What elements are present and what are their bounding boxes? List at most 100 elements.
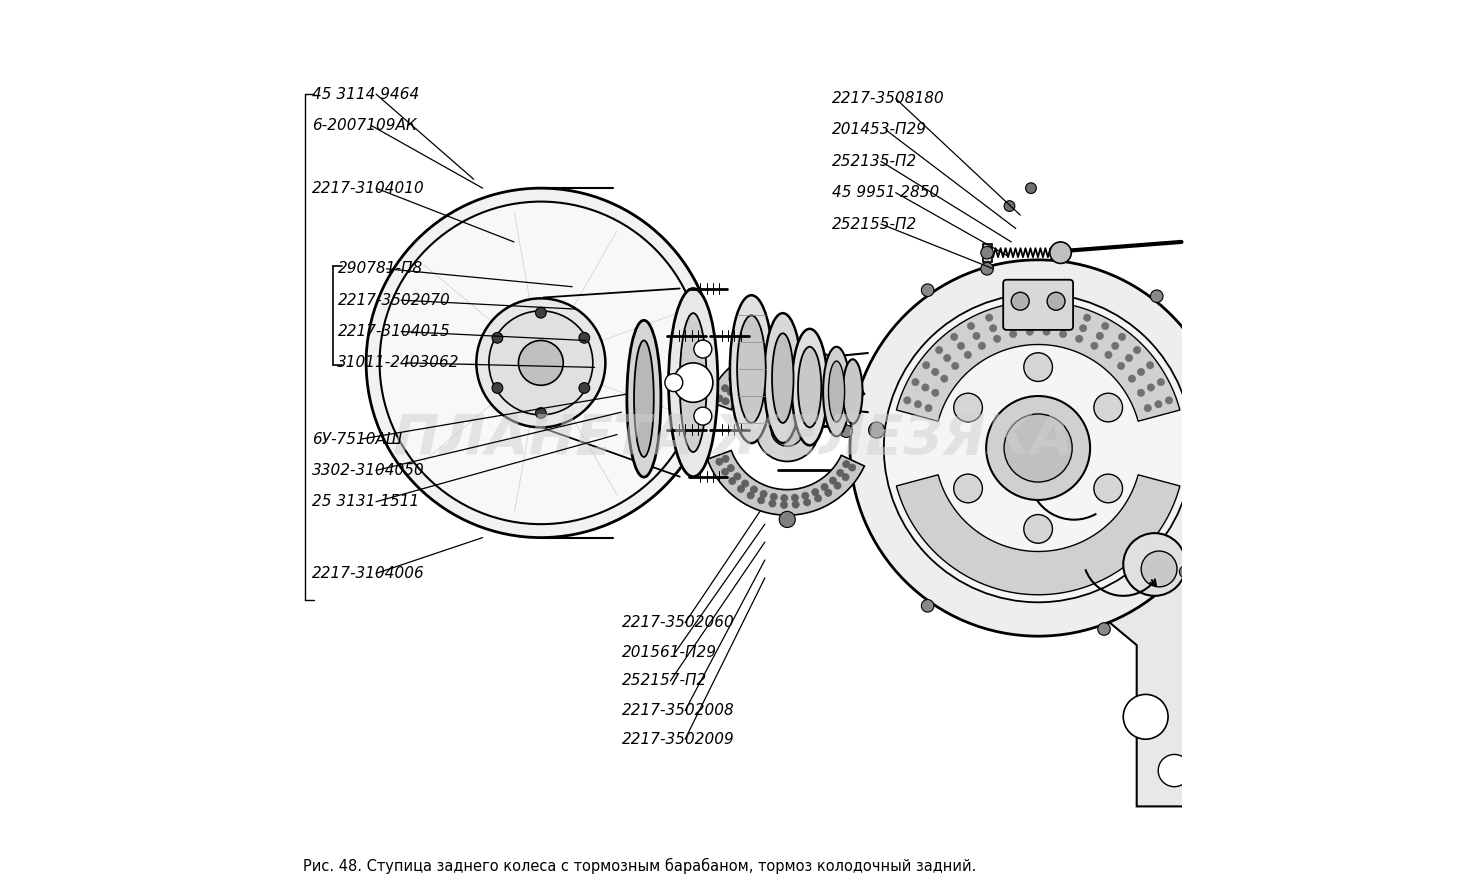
Text: 252155-П2: 252155-П2: [832, 217, 917, 231]
Text: 2217-3104015: 2217-3104015: [337, 324, 450, 339]
Circle shape: [1025, 317, 1033, 324]
Text: 2217-3502070: 2217-3502070: [337, 293, 450, 307]
Circle shape: [829, 477, 836, 484]
Circle shape: [1050, 242, 1071, 263]
Text: 2217-3502009: 2217-3502009: [622, 732, 735, 746]
Text: 201453-П29: 201453-П29: [832, 123, 927, 137]
Text: 45 9951 2850: 45 9951 2850: [832, 185, 939, 200]
Circle shape: [734, 473, 741, 480]
Circle shape: [824, 489, 832, 496]
Ellipse shape: [679, 314, 707, 452]
Circle shape: [954, 393, 983, 422]
Ellipse shape: [669, 289, 717, 477]
Circle shape: [780, 358, 788, 366]
Circle shape: [1223, 425, 1237, 437]
Text: 6У-7510АШ: 6У-7510АШ: [312, 432, 402, 446]
Polygon shape: [983, 244, 992, 262]
Polygon shape: [707, 451, 864, 515]
Ellipse shape: [772, 333, 794, 423]
Circle shape: [579, 383, 590, 393]
Circle shape: [1159, 754, 1190, 787]
Ellipse shape: [798, 347, 822, 427]
Circle shape: [1147, 383, 1155, 391]
Circle shape: [833, 482, 841, 489]
Circle shape: [811, 365, 819, 372]
Ellipse shape: [380, 202, 703, 524]
Circle shape: [1134, 347, 1141, 354]
Circle shape: [791, 358, 798, 366]
Circle shape: [848, 464, 855, 471]
Circle shape: [673, 363, 713, 402]
Circle shape: [940, 375, 948, 383]
Circle shape: [1065, 308, 1071, 315]
Text: 6-2007109АК: 6-2007109АК: [312, 118, 417, 133]
Ellipse shape: [829, 361, 845, 422]
Circle shape: [741, 480, 748, 487]
Circle shape: [728, 464, 735, 471]
Circle shape: [932, 389, 939, 396]
Circle shape: [760, 490, 767, 497]
Circle shape: [1094, 474, 1122, 503]
Circle shape: [936, 347, 943, 354]
Circle shape: [750, 367, 757, 375]
Text: 2217-3502060: 2217-3502060: [622, 616, 735, 630]
Circle shape: [747, 361, 754, 368]
Circle shape: [1005, 308, 1012, 315]
Circle shape: [728, 389, 735, 396]
Circle shape: [924, 404, 932, 411]
Circle shape: [952, 362, 959, 369]
Circle shape: [769, 353, 776, 360]
Circle shape: [824, 364, 832, 371]
Circle shape: [779, 332, 795, 349]
Circle shape: [814, 495, 822, 502]
Circle shape: [792, 352, 800, 359]
Text: 2217-3502008: 2217-3502008: [622, 703, 735, 718]
Circle shape: [842, 392, 849, 400]
Circle shape: [990, 324, 996, 332]
Circle shape: [1165, 397, 1172, 404]
Circle shape: [1102, 323, 1109, 330]
Circle shape: [747, 492, 754, 499]
Ellipse shape: [626, 320, 662, 477]
Circle shape: [836, 470, 844, 477]
Text: 45 3114 9464: 45 3114 9464: [312, 87, 420, 101]
Circle shape: [1024, 306, 1031, 313]
Ellipse shape: [731, 296, 773, 444]
Circle shape: [986, 314, 993, 322]
Circle shape: [1009, 331, 1017, 338]
Text: 25 3131 1511: 25 3131 1511: [312, 495, 420, 509]
Polygon shape: [896, 301, 1179, 421]
FancyBboxPatch shape: [1003, 280, 1072, 330]
Circle shape: [1008, 320, 1014, 327]
Circle shape: [779, 512, 795, 528]
Circle shape: [1011, 292, 1030, 310]
Circle shape: [756, 399, 819, 461]
Circle shape: [1025, 183, 1036, 194]
Circle shape: [1137, 368, 1144, 375]
Ellipse shape: [634, 340, 654, 457]
Text: 201561-П29: 201561-П29: [622, 645, 716, 659]
Circle shape: [981, 246, 993, 259]
Circle shape: [791, 495, 798, 502]
Circle shape: [981, 263, 993, 275]
Circle shape: [1096, 332, 1103, 340]
Circle shape: [904, 397, 911, 404]
Circle shape: [967, 323, 974, 330]
Circle shape: [1043, 328, 1050, 335]
Circle shape: [1112, 342, 1119, 349]
Circle shape: [750, 486, 757, 493]
Circle shape: [814, 358, 822, 366]
Circle shape: [836, 383, 844, 391]
Circle shape: [912, 378, 918, 385]
Circle shape: [1003, 201, 1015, 211]
Circle shape: [722, 469, 729, 476]
Circle shape: [1084, 314, 1090, 322]
Circle shape: [943, 355, 951, 362]
Ellipse shape: [792, 329, 827, 445]
Ellipse shape: [736, 315, 766, 423]
Circle shape: [1024, 514, 1052, 543]
Circle shape: [849, 260, 1226, 636]
Circle shape: [729, 375, 736, 383]
Circle shape: [738, 367, 745, 375]
Circle shape: [921, 284, 934, 297]
